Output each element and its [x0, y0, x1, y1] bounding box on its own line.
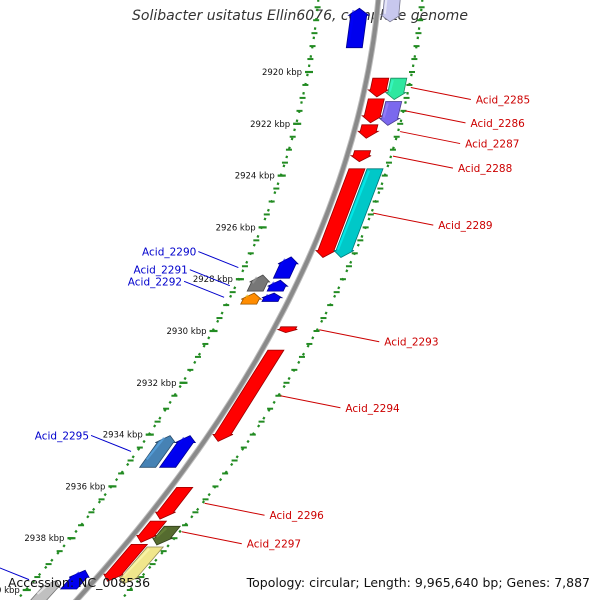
- gene-label-leader: [280, 395, 341, 409]
- gene-layer: [29, 0, 408, 600]
- tick-label: 2930 kbp: [166, 327, 206, 337]
- gene-highlight: [354, 152, 358, 156]
- gene-highlight: [336, 170, 371, 250]
- gene-label[interactable]: Acid_2288: [458, 163, 512, 175]
- gene-highlight: [122, 548, 150, 577]
- gene-label-leader: [183, 280, 225, 298]
- gene-label-leader: [90, 434, 132, 452]
- gene-label-leader: [204, 502, 265, 516]
- gene-highlight: [245, 294, 249, 298]
- gene-arrow[interactable]: [59, 569, 90, 590]
- genome-summary-text: Topology: circular; Length: 9,965,640 bp…: [246, 575, 590, 590]
- gene-label-leader: [405, 110, 466, 124]
- ruler-layer: 2920 kbp 2922 kbp 2924 kbp 2926 kbp 2928 kbp…: [0, 0, 425, 600]
- gene-highlight: [388, 79, 394, 92]
- gene-label-leader: [400, 131, 461, 145]
- tick-label: 2934 kbp: [103, 431, 143, 441]
- gene-arrow[interactable]: [152, 525, 182, 546]
- accession-text: Accession: NC_008536: [8, 575, 151, 590]
- tick-label: 2940 kbp: [0, 586, 20, 596]
- tick-label: 2936 kbp: [65, 482, 105, 492]
- gene-highlight: [348, 10, 355, 40]
- tick-label: 2922 kbp: [250, 120, 290, 130]
- gene-arrow[interactable]: [384, 77, 408, 100]
- backbone-layer: [72, 0, 382, 600]
- gene-label[interactable]: Acid_2293: [384, 337, 438, 349]
- gene-highlight: [107, 545, 135, 574]
- gene-label-leader: [198, 251, 239, 269]
- gene-arrow[interactable]: [378, 101, 403, 126]
- gene-arrow[interactable]: [240, 292, 263, 305]
- tick-label: 2932 kbp: [136, 379, 176, 389]
- gene-highlight: [265, 294, 269, 297]
- gene-label-leader: [181, 531, 242, 545]
- gene-highlight: [158, 488, 180, 512]
- gene-label[interactable]: Acid_2291: [133, 265, 187, 277]
- tick-label: 2926 kbp: [216, 223, 256, 233]
- gene-arrow[interactable]: [266, 279, 289, 292]
- tick-label: 2920 kbp: [262, 68, 302, 78]
- gene-highlight: [140, 522, 154, 536]
- gene-label-leader: [319, 329, 380, 343]
- gene-highlight: [251, 276, 258, 284]
- gene-arrow[interactable]: [29, 580, 61, 600]
- gene-label[interactable]: Acid_2297: [247, 539, 301, 551]
- gene-label[interactable]: Acid_2286: [470, 118, 525, 130]
- gene-label[interactable]: Acid_2285: [476, 95, 530, 107]
- tick-label: 2938 kbp: [24, 534, 64, 544]
- gene-highlight: [318, 170, 353, 250]
- gene-highlight: [365, 100, 372, 116]
- gene-arrow[interactable]: [103, 544, 149, 582]
- backbone-shadow: [72, 0, 382, 600]
- gene-arrow[interactable]: [154, 487, 194, 520]
- gene-label[interactable]: Acid_2290: [142, 247, 196, 259]
- gene-highlight: [155, 527, 167, 538]
- gene-label-leader: [189, 269, 231, 287]
- gene-arrow[interactable]: [367, 77, 390, 98]
- gene-highlight: [68, 571, 80, 582]
- gene-arrow[interactable]: [272, 256, 299, 279]
- gene-label[interactable]: Acid_2295: [35, 430, 89, 442]
- tick-label: 2928 kbp: [193, 275, 233, 285]
- gene-highlight: [277, 258, 287, 271]
- tick-label: 2924 kbp: [235, 172, 275, 182]
- ruler-line-inner: [15, 0, 320, 600]
- gene-arrow[interactable]: [261, 292, 284, 302]
- gene-arrow[interactable]: [138, 435, 177, 468]
- gene-highlight: [382, 103, 389, 118]
- gene-label[interactable]: Acid_2292: [128, 276, 182, 288]
- gene-arrow[interactable]: [333, 168, 384, 258]
- genome-backbone: [74, 0, 381, 600]
- gene-arrow[interactable]: [361, 98, 385, 124]
- gene-label[interactable]: Acid_2289: [438, 220, 492, 232]
- gene-arrow[interactable]: [277, 326, 298, 334]
- gene-highlight: [165, 436, 185, 460]
- gene-label-leader: [392, 155, 454, 169]
- gene-arrow[interactable]: [349, 150, 372, 163]
- gene-arrow[interactable]: [212, 349, 285, 442]
- gene-highlight: [361, 126, 365, 131]
- gene-arrow[interactable]: [118, 546, 165, 585]
- gene-highlight: [36, 581, 51, 595]
- gene-arrow[interactable]: [136, 520, 168, 543]
- gene-highlight: [216, 351, 271, 434]
- gene-highlight: [271, 281, 276, 285]
- label-layer: Acid_2285 Acid_2286 Acid_2287 Acid_2288 Acid…: [0, 87, 530, 581]
- gene-arrow[interactable]: [315, 168, 366, 258]
- gene-label-leader: [410, 87, 471, 101]
- gene-arrow[interactable]: [246, 274, 271, 292]
- gene-label[interactable]: Acid_2287: [465, 139, 519, 151]
- gene-highlight: [371, 79, 376, 90]
- gene-label[interactable]: Acid_2296: [270, 510, 325, 522]
- gene-label-leader: [0, 567, 30, 581]
- gene-label-leader: [373, 212, 434, 226]
- gene-highlight: [383, 0, 388, 14]
- gene-arrow[interactable]: [345, 7, 370, 49]
- gene-arrow[interactable]: [357, 124, 380, 139]
- gene-label[interactable]: Acid_2294: [345, 403, 400, 415]
- gene-highlight: [145, 436, 165, 460]
- ruler-line-outer: [119, 0, 424, 600]
- gene-arrow[interactable]: [379, 0, 403, 23]
